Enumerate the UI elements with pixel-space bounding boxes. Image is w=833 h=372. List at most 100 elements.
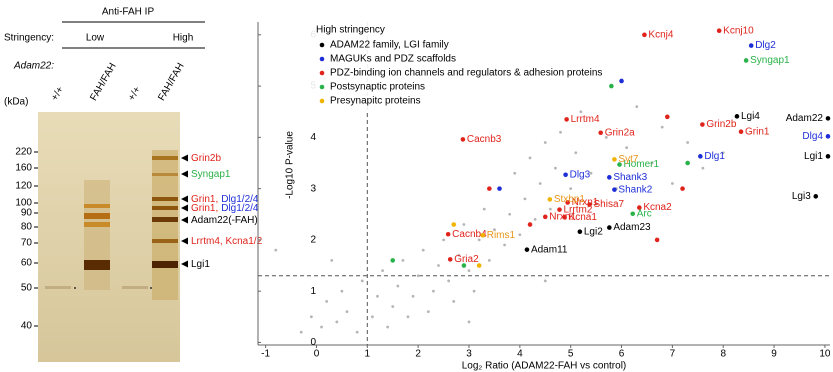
background-point: [447, 280, 450, 283]
legend-entry: ADAM22 family, LGI family: [330, 40, 449, 51]
dot: [150, 287, 152, 289]
legend-swatch: [320, 57, 325, 62]
x-tick-label: 0: [314, 349, 320, 360]
data-point: [642, 33, 647, 38]
band: [152, 156, 178, 160]
data-point: [497, 186, 502, 191]
arrow: [181, 217, 188, 224]
data-point: [609, 84, 614, 89]
point-label: Lgi2: [584, 226, 603, 237]
legend-entry: Presynapitc proteins: [330, 96, 421, 107]
gel-title: Anti-FAH IP: [102, 7, 155, 18]
lane-label: +/+: [49, 85, 66, 103]
point-label: Syngap1: [750, 55, 790, 66]
data-point: [562, 215, 567, 220]
background-point: [579, 110, 582, 113]
background-point: [701, 167, 704, 170]
data-point: [826, 134, 831, 139]
data-point: [563, 172, 568, 177]
x-tick-label: 8: [720, 349, 726, 360]
x-tick-label: 2: [415, 349, 421, 360]
x-tick-label: 6: [619, 349, 625, 360]
data-point: [665, 115, 670, 120]
data-point: [480, 233, 485, 238]
marker-label: 70: [21, 238, 33, 249]
background-point: [518, 233, 521, 236]
point-label: Syt7: [618, 154, 638, 165]
point-label: Grin2b: [706, 119, 736, 130]
legend-swatch: [320, 99, 325, 104]
point-label: Lgi4: [741, 111, 760, 122]
band: [152, 197, 178, 201]
stringency-low: Low: [86, 33, 105, 44]
background-point: [335, 321, 338, 324]
background-point: [371, 315, 374, 318]
y-tick-label: 1: [310, 286, 316, 297]
data-point: [739, 129, 744, 134]
legend-swatch: [320, 71, 325, 76]
background-point: [452, 300, 455, 303]
data-point: [813, 194, 818, 199]
background-point: [381, 269, 384, 272]
data-point: [477, 263, 482, 268]
background-point: [686, 141, 689, 144]
data-point: [685, 161, 690, 166]
lane-label: FAH/FAH: [88, 61, 118, 103]
point-label: Dlg2: [755, 40, 776, 51]
data-point: [487, 186, 492, 191]
arrow: [181, 171, 188, 178]
background-point: [417, 274, 420, 277]
y-tick-label: 3: [310, 183, 316, 194]
band-label-part: Grin1,: [191, 203, 218, 214]
y-tick-label: 0: [310, 337, 316, 348]
data-point: [578, 229, 583, 234]
point-label: Lrrtm4: [571, 114, 600, 125]
band: [152, 261, 178, 268]
background-point: [274, 249, 277, 252]
data-point: [607, 225, 612, 230]
legend-title: High stringency: [316, 25, 385, 36]
point-label: Shank3: [613, 172, 647, 183]
data-point: [612, 187, 617, 192]
point-label: Shank2: [618, 184, 652, 195]
background-point: [468, 269, 471, 272]
legend-swatch: [320, 85, 325, 90]
band: [152, 173, 178, 176]
band-label: Adam22(-FAH): [191, 215, 258, 226]
point-label: Grin1: [745, 126, 770, 137]
background-point: [325, 300, 328, 303]
background-point: [503, 244, 506, 247]
background-point: [310, 315, 313, 318]
data-point: [448, 257, 453, 262]
background-point: [625, 146, 628, 149]
data-point: [451, 222, 456, 227]
x-tick-label: 10: [819, 349, 831, 360]
background-point: [473, 290, 476, 293]
point-label: Adam22: [786, 113, 824, 124]
background-point: [559, 131, 562, 134]
data-point: [607, 175, 612, 180]
background-point: [483, 208, 486, 211]
band-label: Lrrtm4, Kcna1/2: [191, 236, 263, 247]
marker-label: 40: [21, 321, 33, 332]
band: [45, 286, 71, 289]
point-label: Adam11: [531, 244, 568, 255]
band-label-part: Adam22(-FAH): [191, 215, 258, 226]
background-point: [539, 182, 542, 185]
figure: Anti-FAH IP Stringency: Low High Adam22:…: [0, 0, 833, 372]
band: [84, 213, 110, 219]
background-point: [361, 280, 364, 283]
data-point: [462, 263, 467, 268]
data-point: [700, 122, 705, 127]
legend-entry: MAGUKs and PDZ scaffolds: [330, 54, 456, 65]
data-point: [564, 117, 569, 122]
point-label: Gria2: [454, 254, 479, 265]
band-label: Lgi1: [191, 259, 210, 270]
background-point: [508, 213, 511, 216]
point-label: Kcnj10: [723, 25, 754, 36]
x-tick-label: 5: [568, 349, 574, 360]
y-tick-label: 2: [310, 235, 316, 246]
background-point: [442, 238, 445, 241]
legend-entry: Postsynaptic proteins: [330, 82, 425, 93]
band: [84, 222, 110, 227]
